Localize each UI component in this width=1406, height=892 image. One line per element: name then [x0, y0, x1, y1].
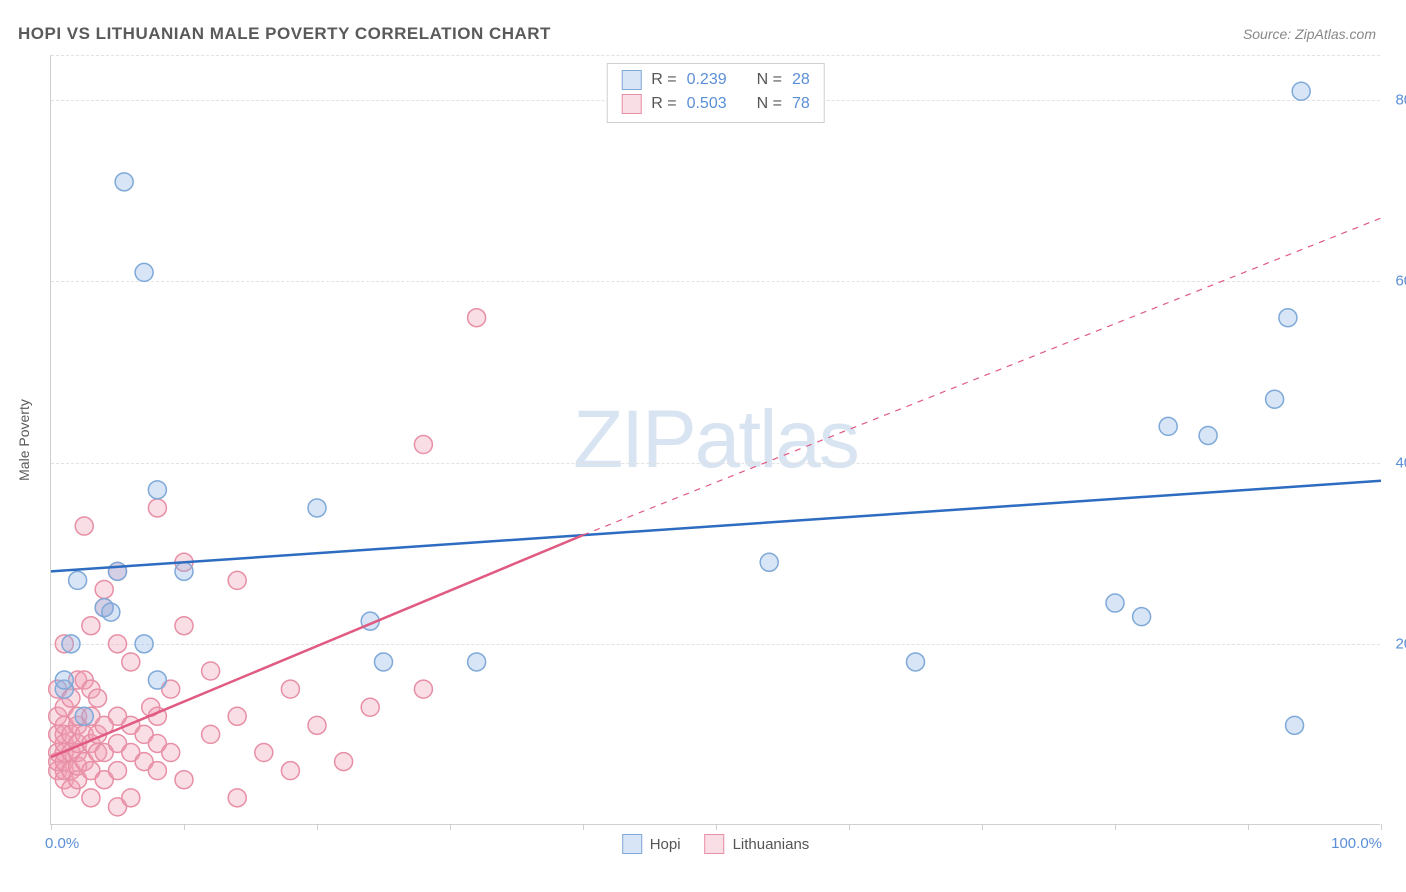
- scatter-point: [907, 653, 925, 671]
- scatter-point: [82, 617, 100, 635]
- y-axis-tick-label: 60.0%: [1395, 273, 1406, 290]
- legend-n-value: 28: [792, 71, 810, 89]
- y-axis-title: Male Poverty: [16, 399, 32, 481]
- scatter-point: [62, 635, 80, 653]
- scatter-point: [1159, 417, 1177, 435]
- scatter-point: [109, 635, 127, 653]
- scatter-point: [148, 499, 166, 517]
- scatter-point: [281, 762, 299, 780]
- scatter-point: [414, 680, 432, 698]
- scatter-point: [75, 517, 93, 535]
- scatter-point: [102, 603, 120, 621]
- chart-container: HOPI VS LITHUANIAN MALE POVERTY CORRELAT…: [0, 0, 1406, 892]
- x-axis-tick: [716, 824, 717, 830]
- x-axis-label-min: 0.0%: [45, 835, 79, 852]
- chart-title: HOPI VS LITHUANIAN MALE POVERTY CORRELAT…: [18, 24, 551, 44]
- x-axis-tick: [583, 824, 584, 830]
- x-axis-tick: [849, 824, 850, 830]
- scatter-point: [228, 707, 246, 725]
- x-axis-tick: [1381, 824, 1382, 830]
- scatter-point: [95, 580, 113, 598]
- scatter-point: [255, 744, 273, 762]
- legend-stats: R = 0.239 N = 28 R = 0.503 N = 78: [606, 63, 825, 123]
- y-axis-tick-label: 20.0%: [1395, 635, 1406, 652]
- legend-n-label: N =: [757, 71, 782, 89]
- scatter-svg: [51, 55, 1380, 824]
- scatter-point: [122, 789, 140, 807]
- scatter-point: [55, 671, 73, 689]
- scatter-point: [228, 789, 246, 807]
- scatter-point: [109, 762, 127, 780]
- scatter-point: [1292, 82, 1310, 100]
- legend-label: Lithuanians: [733, 836, 810, 853]
- source-attribution: Source: ZipAtlas.com: [1243, 26, 1376, 42]
- scatter-point: [89, 689, 107, 707]
- scatter-point: [1279, 309, 1297, 327]
- plot-area: ZIPatlas 20.0%40.0%60.0%80.0% 0.0% 100.0…: [50, 55, 1380, 825]
- scatter-point: [175, 562, 193, 580]
- legend-stats-row: R = 0.239 N = 28: [621, 68, 810, 92]
- scatter-point: [1286, 716, 1304, 734]
- trend-line-extrapolated: [583, 218, 1381, 535]
- scatter-point: [148, 481, 166, 499]
- legend-swatch: [705, 834, 725, 854]
- scatter-point: [308, 716, 326, 734]
- x-axis-tick: [51, 824, 52, 830]
- y-axis-tick-label: 80.0%: [1395, 92, 1406, 109]
- scatter-point: [135, 263, 153, 281]
- scatter-point: [135, 635, 153, 653]
- legend-r-value: 0.239: [687, 71, 727, 89]
- scatter-point: [335, 753, 353, 771]
- legend-swatch: [621, 94, 641, 114]
- legend-r-label: R =: [651, 95, 676, 113]
- scatter-point: [162, 744, 180, 762]
- legend-r-value: 0.503: [687, 95, 727, 113]
- legend-r-label: R =: [651, 71, 676, 89]
- legend-series: Hopi Lithuanians: [622, 834, 810, 854]
- scatter-point: [109, 562, 127, 580]
- x-axis-label-max: 100.0%: [1331, 835, 1382, 852]
- scatter-point: [468, 653, 486, 671]
- scatter-point: [115, 173, 133, 191]
- scatter-point: [122, 653, 140, 671]
- trend-line: [51, 481, 1381, 572]
- scatter-point: [202, 662, 220, 680]
- scatter-point: [175, 771, 193, 789]
- y-axis-tick-label: 40.0%: [1395, 454, 1406, 471]
- scatter-point: [414, 436, 432, 454]
- scatter-point: [1133, 608, 1151, 626]
- scatter-point: [69, 571, 87, 589]
- legend-item: Hopi: [622, 834, 681, 854]
- scatter-point: [361, 698, 379, 716]
- scatter-point: [281, 680, 299, 698]
- scatter-point: [148, 762, 166, 780]
- scatter-point: [1266, 390, 1284, 408]
- scatter-point: [75, 707, 93, 725]
- scatter-point: [760, 553, 778, 571]
- legend-n-value: 78: [792, 95, 810, 113]
- x-axis-tick: [1248, 824, 1249, 830]
- scatter-point: [202, 725, 220, 743]
- legend-swatch: [621, 70, 641, 90]
- legend-n-label: N =: [757, 95, 782, 113]
- scatter-point: [308, 499, 326, 517]
- x-axis-tick: [450, 824, 451, 830]
- scatter-point: [228, 571, 246, 589]
- x-axis-tick: [1115, 824, 1116, 830]
- legend-label: Hopi: [650, 836, 681, 853]
- x-axis-tick: [317, 824, 318, 830]
- scatter-point: [1106, 594, 1124, 612]
- scatter-point: [148, 671, 166, 689]
- x-axis-tick: [184, 824, 185, 830]
- scatter-point: [82, 789, 100, 807]
- scatter-point: [468, 309, 486, 327]
- legend-item: Lithuanians: [705, 834, 810, 854]
- x-axis-tick: [982, 824, 983, 830]
- scatter-point: [1199, 426, 1217, 444]
- scatter-point: [175, 617, 193, 635]
- legend-swatch: [622, 834, 642, 854]
- scatter-point: [375, 653, 393, 671]
- legend-stats-row: R = 0.503 N = 78: [621, 92, 810, 116]
